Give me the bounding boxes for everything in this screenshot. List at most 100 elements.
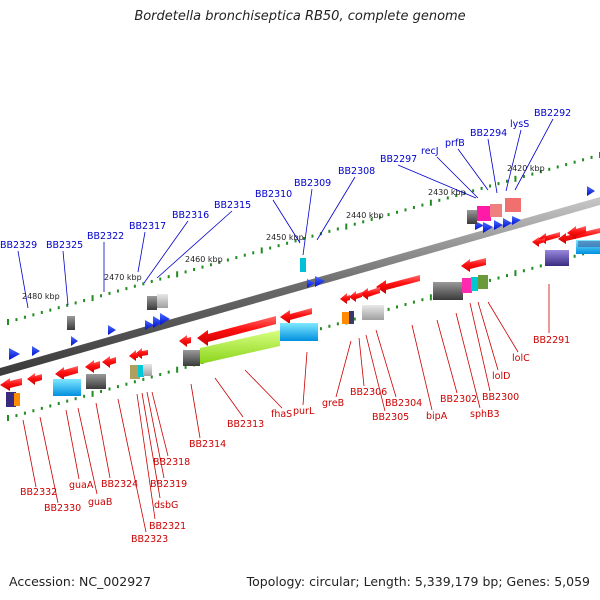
gene-label[interactable]: BB2305 <box>372 412 409 423</box>
gene-reverse[interactable] <box>567 226 586 239</box>
gene-label[interactable]: BB2309 <box>294 178 331 189</box>
gene-reverse[interactable] <box>360 287 380 300</box>
scale-tick-major <box>176 366 179 373</box>
page-title: Bordetella bronchiseptica RB50, complete… <box>134 9 466 24</box>
gene-reverse[interactable] <box>558 228 600 244</box>
gene-forward[interactable] <box>9 348 20 360</box>
gene-forward[interactable] <box>307 279 315 288</box>
scale-tick-minor <box>531 172 534 176</box>
gene-forward[interactable] <box>315 276 325 287</box>
reverse-domains <box>6 240 600 407</box>
gene-forward[interactable] <box>71 336 78 346</box>
gene-label[interactable]: sphB3 <box>470 409 500 420</box>
scale-tick-minor <box>582 158 585 162</box>
gene-forward[interactable] <box>153 316 163 328</box>
gene-label[interactable]: BB2325 <box>46 240 83 251</box>
gene-reverse[interactable] <box>85 360 100 373</box>
gene-forward[interactable] <box>512 216 521 225</box>
gene-reverse[interactable] <box>135 348 148 359</box>
gene-label[interactable]: BB2304 <box>385 398 422 409</box>
scale-tick-minor <box>125 287 128 291</box>
gene-box <box>130 365 140 379</box>
gene-label[interactable]: guaA <box>69 480 94 491</box>
gene-label[interactable]: purL <box>293 406 315 417</box>
scale-tick-minor <box>150 279 153 283</box>
scale-tick-major <box>429 199 432 206</box>
gene-reverse[interactable] <box>197 316 276 346</box>
gene-reverse[interactable] <box>179 335 191 347</box>
gene-reverse[interactable] <box>340 293 350 304</box>
gene-label[interactable]: BB2332 <box>20 487 57 498</box>
gene-label[interactable]: BB2314 <box>189 439 226 450</box>
scale-tick-major <box>7 415 9 421</box>
gene-label[interactable]: BB2292 <box>534 108 571 119</box>
forward-gene-labels: BB2292 lysS BB2294 prfB recJ BB2297 BB23… <box>0 108 571 251</box>
gene-reverse[interactable] <box>27 373 42 385</box>
gene-label[interactable]: BB2317 <box>129 221 166 232</box>
gene-label[interactable]: BB2322 <box>87 231 124 242</box>
gene-label[interactable]: BB2318 <box>153 457 190 468</box>
gene-reverse[interactable] <box>532 237 545 247</box>
gene-box <box>462 278 472 293</box>
gene-reverse[interactable] <box>280 308 312 324</box>
gene-reverse[interactable] <box>461 258 486 272</box>
gene-label[interactable]: BB2291 <box>533 335 570 346</box>
scale-tick-minor <box>167 275 170 279</box>
scale-tick-minor <box>49 308 52 312</box>
scale-tick-minor <box>184 365 187 369</box>
gene-reverse[interactable] <box>0 378 22 391</box>
gene-box <box>147 296 157 310</box>
genome-summary-text: Topology: circular; Length: 5,339,179 bp… <box>246 574 590 589</box>
gene-label[interactable]: prfB <box>445 138 465 149</box>
gene-forward[interactable] <box>587 186 595 196</box>
scale-tick-minor <box>421 203 424 207</box>
gene-label[interactable]: lolC <box>512 353 530 364</box>
gene-label[interactable]: lolD <box>492 371 510 382</box>
gene-label[interactable]: fhaS <box>271 409 292 420</box>
scale-tick-minor <box>235 256 238 260</box>
gene-label[interactable]: BB2315 <box>214 200 251 211</box>
gene-forward[interactable] <box>145 320 154 330</box>
gene-forward[interactable] <box>494 220 503 230</box>
gene-label[interactable]: bipA <box>426 411 448 422</box>
gene-box <box>471 277 478 291</box>
scale-tick-minor <box>480 186 483 190</box>
gene-label[interactable]: BB2330 <box>44 503 81 514</box>
gene-label[interactable]: BB2300 <box>482 392 519 403</box>
gene-label[interactable]: BB2321 <box>149 521 186 532</box>
scale-tick-minor <box>522 269 525 273</box>
gene-forward[interactable] <box>32 346 40 356</box>
gene-label[interactable]: BB2310 <box>255 189 292 200</box>
gene-reverse[interactable] <box>102 356 116 368</box>
gene-label[interactable]: BB2302 <box>440 394 477 405</box>
gene-reverse[interactable] <box>376 275 420 294</box>
gene-label[interactable]: BB2323 <box>131 534 168 545</box>
gene-label[interactable]: BB2319 <box>150 479 187 490</box>
gene-label[interactable]: BB2306 <box>350 387 387 398</box>
gene-label[interactable]: BB2294 <box>470 128 507 139</box>
gene-label[interactable]: recJ <box>421 146 439 157</box>
gene-label[interactable]: dsbG <box>154 500 178 511</box>
leader-line <box>411 324 433 411</box>
scale-tick-minor <box>497 276 500 280</box>
gene-label[interactable]: BB2324 <box>101 479 138 490</box>
gene-reverse[interactable] <box>55 366 78 380</box>
gene-label[interactable]: greB <box>322 398 344 409</box>
gene-forward[interactable] <box>108 325 116 335</box>
gene-label[interactable]: lysS <box>510 119 529 130</box>
gene-reverse[interactable] <box>349 291 362 302</box>
gene-forward[interactable] <box>503 218 512 228</box>
scale-tick-minor <box>125 382 128 386</box>
scale-tick-minor <box>421 298 424 302</box>
gene-reverse[interactable] <box>129 350 138 361</box>
gene-label[interactable]: BB2316 <box>172 210 209 221</box>
gene-label[interactable]: guaB <box>88 497 112 508</box>
gene-label[interactable]: BB2297 <box>380 154 417 165</box>
leader-line <box>272 199 301 244</box>
gene-forward[interactable] <box>160 313 170 325</box>
gene-label[interactable]: BB2313 <box>227 419 264 430</box>
gene-forward[interactable] <box>483 222 493 233</box>
genome-backbone <box>0 197 600 376</box>
gene-label[interactable]: BB2308 <box>338 166 375 177</box>
gene-label[interactable]: BB2329 <box>0 240 37 251</box>
